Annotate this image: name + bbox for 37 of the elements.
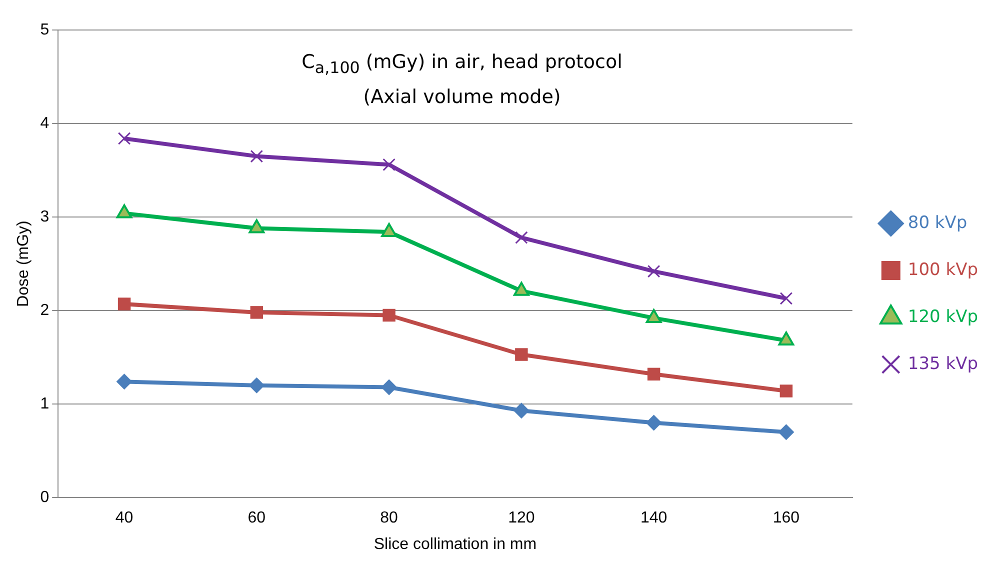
point (118, 298, 131, 310)
point (515, 348, 528, 361)
x-tick-label: 80 (380, 510, 398, 527)
legend-label: 80 kVp (908, 212, 968, 233)
point (647, 368, 660, 381)
point (780, 292, 793, 305)
point (382, 308, 396, 322)
y-tick-label: 4 (40, 114, 50, 132)
x-tick-label: 40 (115, 510, 134, 527)
point (248, 377, 265, 394)
point (647, 264, 660, 278)
point (778, 424, 794, 440)
x-axis-title: Slice collimation in mm (374, 536, 537, 553)
y-tick-label: 0 (40, 489, 50, 506)
y-tick-label: 5 (40, 21, 50, 38)
point (118, 132, 131, 145)
legend-label: 135 kVp (908, 354, 978, 374)
point (780, 384, 793, 398)
x-tick-label: 120 (508, 510, 535, 527)
x-tick-label: 140 (640, 510, 668, 527)
y-tick-label: 1 (40, 395, 50, 412)
point (646, 414, 662, 431)
x-tick-label: 160 (772, 510, 800, 527)
y-tick-label: 3 (40, 208, 50, 226)
point (116, 374, 132, 390)
point (515, 231, 528, 244)
x-tick-label: 60 (248, 510, 266, 527)
point (250, 306, 264, 319)
point (513, 402, 530, 419)
text: C$_{a,100}$ (mGy) in air, head protocol (Axial volume mode) (300, 50, 624, 110)
y-tick-label: 2 (40, 302, 50, 319)
point (382, 158, 396, 172)
legend-label: 100 kVp (908, 260, 978, 280)
point (250, 150, 264, 163)
point (381, 379, 398, 396)
y-axis-title: Dose (mGy) (15, 220, 32, 307)
legend-label: 120 kVp (908, 306, 978, 327)
